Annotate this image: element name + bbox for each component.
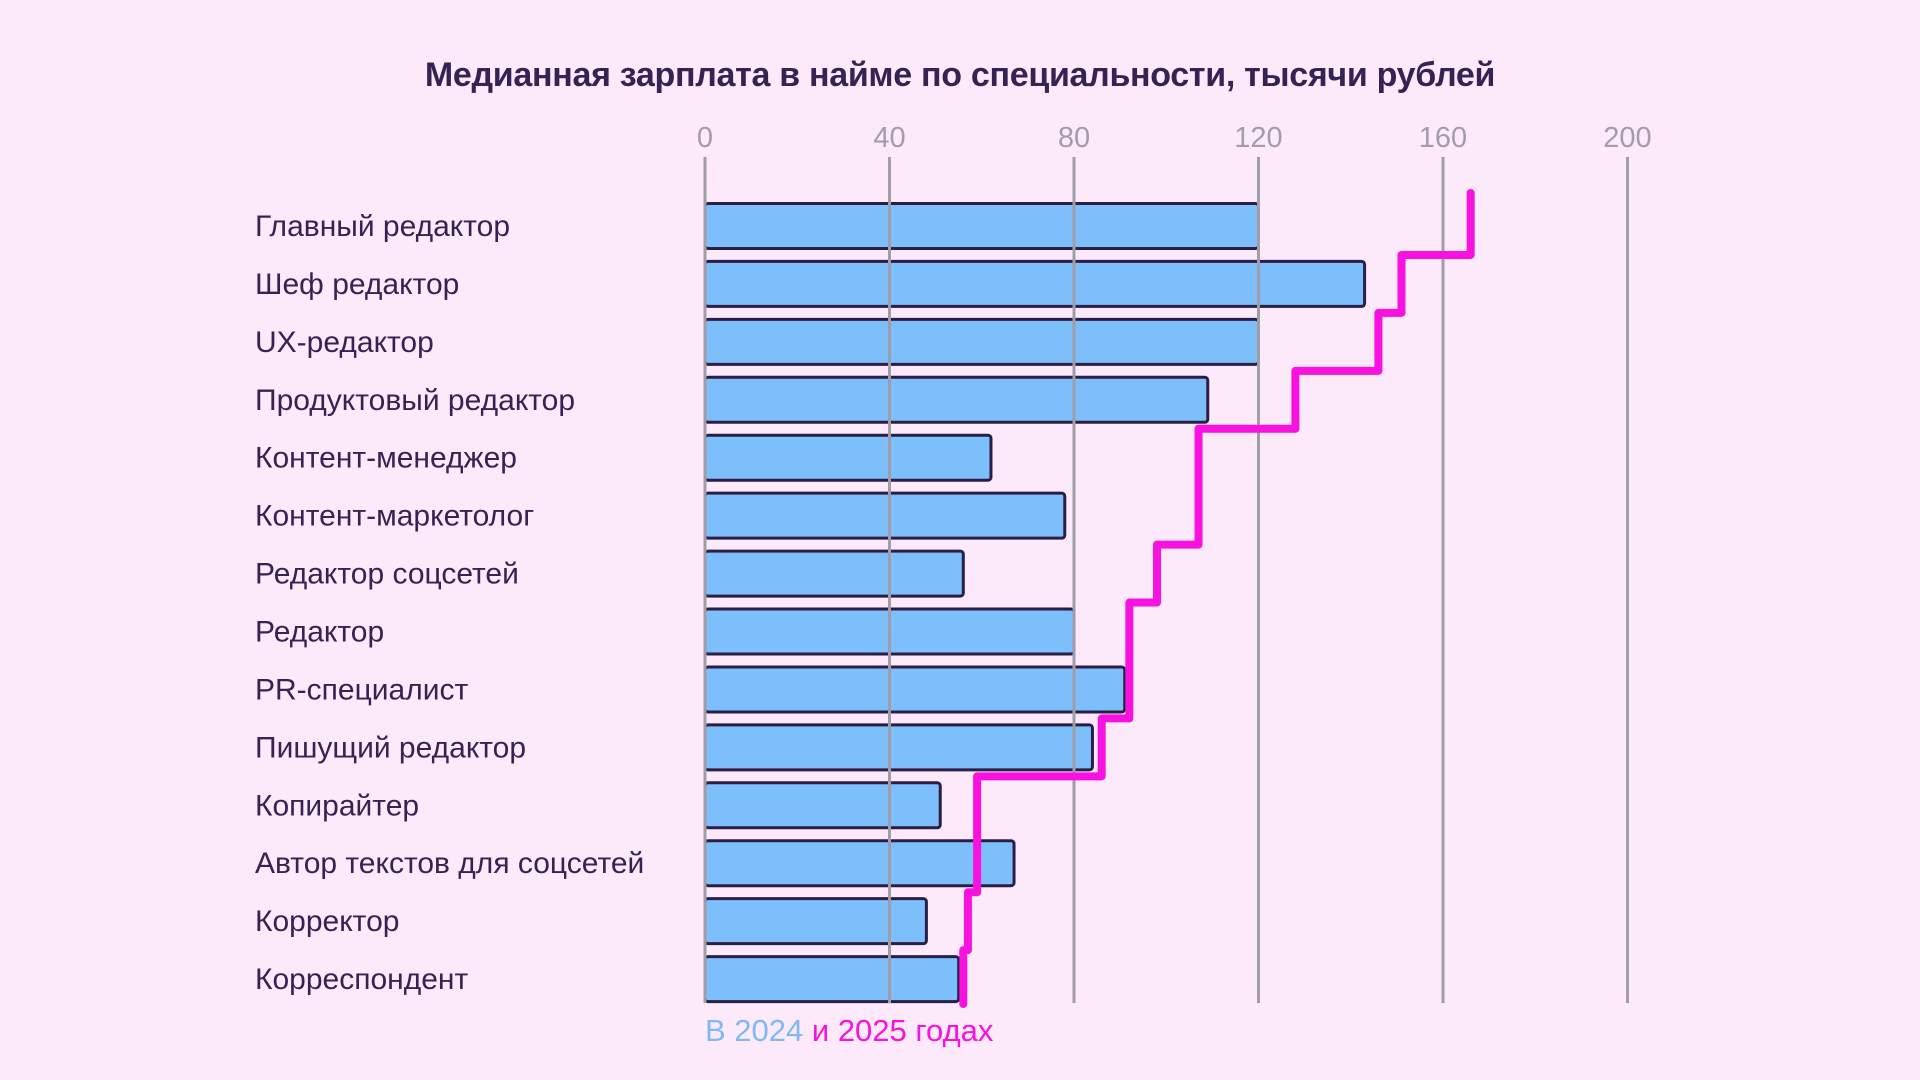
category-label: Пишущий редактор <box>255 731 526 764</box>
bar <box>703 491 1067 540</box>
x-tick-label: 0 <box>697 122 713 154</box>
x-tick-label: 120 <box>1234 122 1282 154</box>
category-label: Контент-маркетолог <box>255 500 534 533</box>
category-label: Копирайтер <box>255 789 419 822</box>
bar <box>703 781 942 830</box>
category-label: Корректор <box>255 905 399 938</box>
category-label: Редактор <box>255 616 384 649</box>
bar <box>703 955 961 1004</box>
bar <box>703 897 928 946</box>
bar <box>703 433 993 482</box>
category-label: Контент-менеджер <box>255 442 517 475</box>
category-label: Шеф редактор <box>255 268 459 301</box>
salary-2025-step-line <box>959 189 1475 1008</box>
bar <box>703 723 1094 772</box>
x-tick-label: 40 <box>873 122 905 154</box>
legend-2025-label: и 2025 годах <box>811 1013 994 1048</box>
category-label: UX-редактор <box>255 326 434 359</box>
legend-2024-label: В 2024 <box>705 1013 804 1048</box>
bar <box>703 549 965 598</box>
bar <box>703 317 1260 366</box>
bar <box>703 259 1367 308</box>
bar <box>703 375 1210 424</box>
bar <box>703 839 1016 888</box>
category-label: Редактор соцсетей <box>255 558 519 591</box>
chart-title: Медианная зарплата в найме по специально… <box>424 56 1496 94</box>
bar <box>703 665 1127 714</box>
x-tick-label: 80 <box>1058 122 1090 154</box>
x-tick-label: 160 <box>1419 122 1467 154</box>
x-tick-label: 200 <box>1603 122 1651 154</box>
category-label: Корреспондент <box>255 963 468 996</box>
category-label: Главный редактор <box>255 210 510 243</box>
category-label: Продуктовый редактор <box>255 384 575 417</box>
chart-legend: В 2024 и 2025 годах <box>705 1013 993 1049</box>
category-label: PR-специалист <box>255 673 468 706</box>
category-label: Автор текстов для соцсетей <box>255 847 644 880</box>
bar <box>703 202 1260 250</box>
